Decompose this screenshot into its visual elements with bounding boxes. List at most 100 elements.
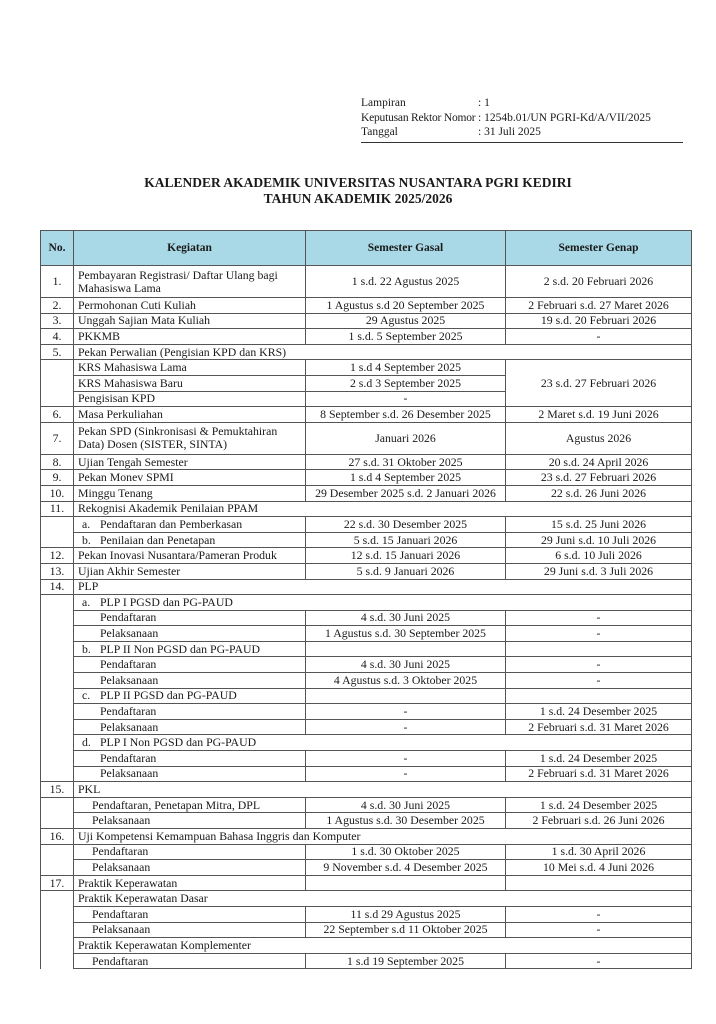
- activity-cell: Pendaftaran: [73, 703, 306, 720]
- activity-cell: Permohonan Cuti Kuliah: [73, 297, 306, 314]
- row-number: 17.: [40, 874, 74, 892]
- table-row: 16. Uji Kompetensi Kemampuan Bahasa Inggr…: [40, 828, 692, 845]
- activity-name: Pendaftaran: [100, 750, 157, 765]
- row-number: [40, 375, 74, 392]
- activity-cell: Pendaftaran: [73, 609, 306, 627]
- semester-genap-cell: 1 s.d. 30 April 2026: [505, 843, 692, 861]
- row-number: 16.: [40, 828, 74, 845]
- activity-name: Pelaksanaan: [100, 766, 159, 781]
- activity-cell: Pekan Inovasi Nusantara/Pameran Produk: [73, 547, 306, 564]
- semester-gasal-cell: [305, 874, 506, 892]
- row-number: [40, 641, 74, 657]
- table-row: Pelaksanaan 9 November s.d. 4 Desember 20…: [40, 859, 692, 876]
- semester-gasal-cell: 9 November s.d. 4 Desember 2025: [305, 859, 506, 876]
- activity-cell: Pekan Monev SPMI: [73, 469, 306, 486]
- activity-name: Pendaftaran: [92, 906, 149, 921]
- table-row: 13. Ujian Akhir Semester 5 s.d. 9 Januari …: [40, 562, 692, 580]
- activity-name: Pendaftaran: [92, 953, 149, 968]
- semester-genap-cell: 2 Februari s.d. 27 Maret 2026: [505, 297, 692, 314]
- row-number: [40, 953, 74, 969]
- semester-gasal-cell: 1 Agustus s.d. 30 Desember 2025: [305, 812, 506, 829]
- table-row: 7. Pekan SPD (Sinkronisasi & Pemuktahiran…: [40, 421, 692, 455]
- row-number: 6.: [40, 406, 74, 423]
- sub-item-letter: a.: [82, 516, 91, 531]
- row-number: 10.: [40, 484, 74, 502]
- semester-gasal-cell: [305, 640, 506, 658]
- table-row: 8. Ujian Tengah Semester 27 s.d. 31 Oktobe…: [40, 453, 692, 471]
- activity-cell: Minggu Tenang: [73, 484, 306, 502]
- row-number: [40, 844, 74, 860]
- table-row: b. Penilaian dan Penetapan 5 s.d. 15 Janua…: [40, 531, 692, 549]
- semester-genap-cell: 29 Juni s.d. 10 Juli 2026: [505, 531, 692, 549]
- row-number: 7.: [40, 421, 74, 455]
- activity-cell: KRS Mahasiswa Baru: [73, 374, 306, 392]
- row-number: [40, 610, 74, 626]
- semester-genap-cell: 20 s.d. 24 April 2026: [505, 453, 692, 471]
- table-row: b. PLP II Non PGSD dan PG-PAUD: [40, 640, 692, 658]
- table-row: a. Pendaftaran dan Pemberkasan 22 s.d. 30 …: [40, 516, 692, 533]
- semester-genap-cell: 2 Februari s.d. 31 Maret 2026: [505, 765, 692, 783]
- semester-genap-cell: Agustus 2026: [505, 421, 692, 455]
- activity-name: Ujian Tengah Semester: [78, 454, 188, 469]
- table-row: 12. Pekan Inovasi Nusantara/Pameran Produ…: [40, 547, 692, 564]
- semester-gasal-cell: 1 s.d. 5 September 2025: [305, 328, 506, 345]
- activity-name: Pelaksanaan: [92, 813, 151, 828]
- activity-name: Praktik Keperawatan Dasar: [78, 891, 208, 906]
- table-row: 3. Unggah Sajian Mata Kuliah 29 Agustus 20…: [40, 312, 692, 330]
- row-number: [40, 937, 74, 954]
- row-number: 15.: [40, 781, 74, 798]
- activity-cell: Praktik Keperawatan: [73, 874, 306, 892]
- activity-cell: KRS Mahasiswa Lama: [73, 359, 306, 376]
- activity-cell: Praktik Keperawatan Komplementer: [73, 937, 692, 954]
- semester-gasal-cell: -: [305, 750, 506, 767]
- row-number: [40, 906, 74, 923]
- table-row: Pendaftaran, Penetapan Mitra, DPL 4 s.d. …: [40, 796, 692, 814]
- semester-gasal-cell: 1 s.d 4 September 2025: [305, 359, 506, 376]
- row-number: [40, 703, 74, 720]
- activity-name: PLP I PGSD dan PG-PAUD: [100, 594, 233, 609]
- row-number: 1.: [40, 265, 74, 298]
- activity-cell: PLP: [73, 578, 692, 596]
- document-title: KALENDER AKADEMIK UNIVERSITAS NUSANTARA …: [0, 175, 716, 207]
- sub-item-letter: b.: [82, 641, 91, 656]
- activity-cell: Pendaftaran: [73, 656, 306, 674]
- activity-name: Unggah Sajian Mata Kuliah: [78, 313, 211, 328]
- row-number: 13.: [40, 562, 74, 580]
- table-row: 2. Permohonan Cuti Kuliah 1 Agustus s.d 20…: [40, 297, 692, 314]
- activity-name: Pelaksanaan: [92, 922, 151, 937]
- activity-name: Pendaftaran, Penetapan Mitra, DPL: [92, 797, 261, 812]
- title-line-1: KALENDER AKADEMIK UNIVERSITAS NUSANTARA …: [144, 175, 572, 190]
- activity-name: Pendaftaran: [100, 657, 157, 672]
- row-number: [40, 922, 74, 938]
- table-row: Pendaftaran 11 s.d 29 Agustus 2025-: [40, 905, 692, 923]
- activity-name: Penilaian dan Penetapan: [100, 532, 216, 547]
- header-semester-genap: Semester Genap: [505, 230, 692, 266]
- activity-cell: Ujian Akhir Semester: [73, 562, 306, 580]
- table-row: Pelaksanaan 22 September s.d 11 Oktober 2…: [40, 921, 692, 939]
- activity-cell: Pelaksanaan: [73, 672, 306, 689]
- activity-cell: Uji Kompetensi Kemampuan Bahasa Inggris …: [73, 828, 692, 845]
- table-row: 14. PLP: [40, 578, 692, 596]
- table-row: Pendaftaran 4 s.d. 30 Juni 2025-: [40, 609, 692, 627]
- row-number: [40, 797, 74, 813]
- activity-cell: Rekognisi Akademik Penilaian PPAM: [73, 500, 692, 518]
- activity-name: Minggu Tenang: [78, 485, 153, 500]
- semester-gasal-cell: 2 s.d 3 September 2025: [305, 374, 506, 392]
- semester-gasal-cell: 1 s.d. 30 Oktober 2025: [305, 843, 506, 861]
- activity-name: PLP I Non PGSD dan PG-PAUD: [100, 735, 257, 750]
- semester-genap-cell: 1 s.d. 24 Desember 2025: [505, 703, 692, 720]
- activity-name: Pekan Perwalian (Pengisian KPD dan KRS): [78, 344, 287, 359]
- row-number: 11.: [40, 500, 74, 518]
- semester-genap-cell: -: [505, 672, 692, 689]
- row-number: 8.: [40, 453, 74, 471]
- activity-name: Pekan Inovasi Nusantara/Pameran Produk: [78, 548, 277, 563]
- activity-name: KRS Mahasiswa Lama: [78, 360, 187, 375]
- header-semester-gasal: Semester Gasal: [305, 230, 506, 266]
- semester-gasal-cell: 4 Agustus s.d. 3 Oktober 2025: [305, 672, 506, 689]
- activity-cell: c. PLP II PGSD dan PG-PAUD: [73, 687, 306, 705]
- table-row: Pelaksanaan 1 Agustus s.d. 30 September 2…: [40, 625, 692, 642]
- activity-name: Permohonan Cuti Kuliah: [78, 297, 196, 312]
- row-number: [40, 688, 74, 704]
- table-row: Pelaksanaan 4 Agustus s.d. 3 Oktober 2025…: [40, 672, 692, 689]
- row-number: [40, 719, 74, 735]
